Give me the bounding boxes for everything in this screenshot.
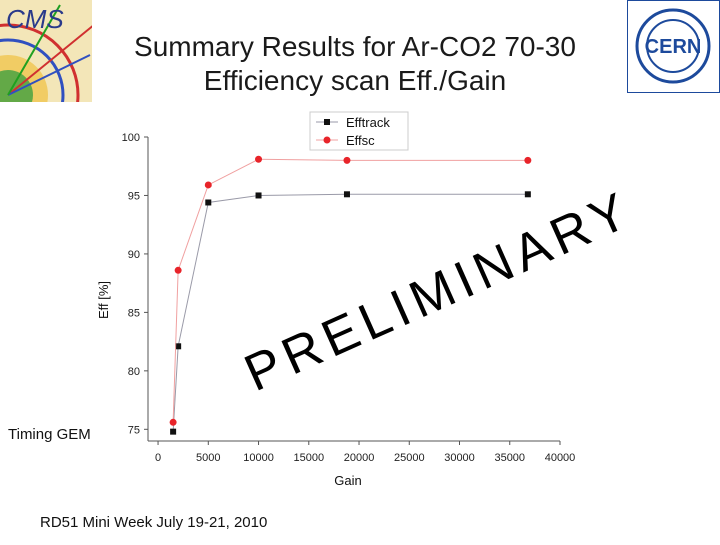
data-point-efftrack	[524, 191, 531, 198]
data-point-efftrack	[343, 191, 350, 198]
x-tick-label: 40000	[545, 452, 576, 464]
data-point-effsc	[204, 181, 212, 189]
data-point-effsc	[255, 155, 263, 163]
legend-marker-efftrack	[324, 119, 330, 125]
x-tick-label: 15000	[293, 452, 324, 464]
cern-logo: CERN	[626, 0, 720, 94]
x-tick-label: 20000	[344, 452, 375, 464]
chart-series	[169, 155, 532, 435]
chart-legend: Efftrack Effsc	[309, 111, 409, 151]
footer-text: RD51 Mini Week July 19-21, 2010	[40, 514, 268, 531]
slide-title-line-1: Summary Results for Ar-CO2 70-30	[134, 31, 576, 62]
cms-logo-text: CMS	[6, 4, 64, 34]
legend-box	[309, 111, 409, 151]
preliminary-watermark: PRELIMINARY	[236, 180, 641, 403]
x-tick-label: 30000	[444, 452, 475, 464]
chart-axes: 75 80 85 90 95 100 0 5000 10000 15000 20000 25000 30…	[122, 132, 576, 464]
y-tick-label: 95	[128, 190, 140, 202]
legend-label-effsc: Effsc	[346, 133, 375, 148]
data-point-efftrack	[170, 428, 177, 435]
y-tick-label: 100	[122, 132, 140, 144]
y-tick-label: 90	[128, 249, 140, 261]
data-point-efftrack	[175, 343, 182, 350]
data-point-efftrack	[255, 192, 262, 199]
legend-marker-effsc	[323, 136, 331, 144]
slide-title-line-2: Efficiency scan Eff./Gain	[203, 65, 507, 96]
data-point-effsc	[174, 266, 182, 274]
x-tick-label: 5000	[196, 452, 220, 464]
x-tick-label: 25000	[394, 452, 425, 464]
y-tick-label: 85	[128, 307, 140, 319]
x-tick-label: 10000	[243, 452, 274, 464]
data-point-effsc	[524, 156, 532, 164]
series-line-effsc	[172, 158, 528, 423]
y-axis-label: Eff [%]	[96, 281, 111, 319]
legend-label-efftrack: Efftrack	[346, 115, 390, 130]
data-point-efftrack	[205, 199, 212, 206]
x-axis-label: Gain	[334, 473, 361, 488]
slide-title: Summary Results for Ar-CO2 70-30 Efficie…	[110, 30, 600, 98]
cern-logo-text: CERN	[645, 36, 702, 58]
data-point-effsc	[343, 156, 351, 164]
x-tick-label: 35000	[494, 452, 525, 464]
data-point-effsc	[169, 418, 177, 426]
series-line-efftrack	[172, 193, 528, 432]
timing-gem-label: Timing GEM	[8, 426, 91, 443]
y-tick-label: 80	[128, 366, 140, 378]
y-tick-label: 75	[128, 424, 140, 436]
x-tick-label: 0	[155, 452, 161, 464]
